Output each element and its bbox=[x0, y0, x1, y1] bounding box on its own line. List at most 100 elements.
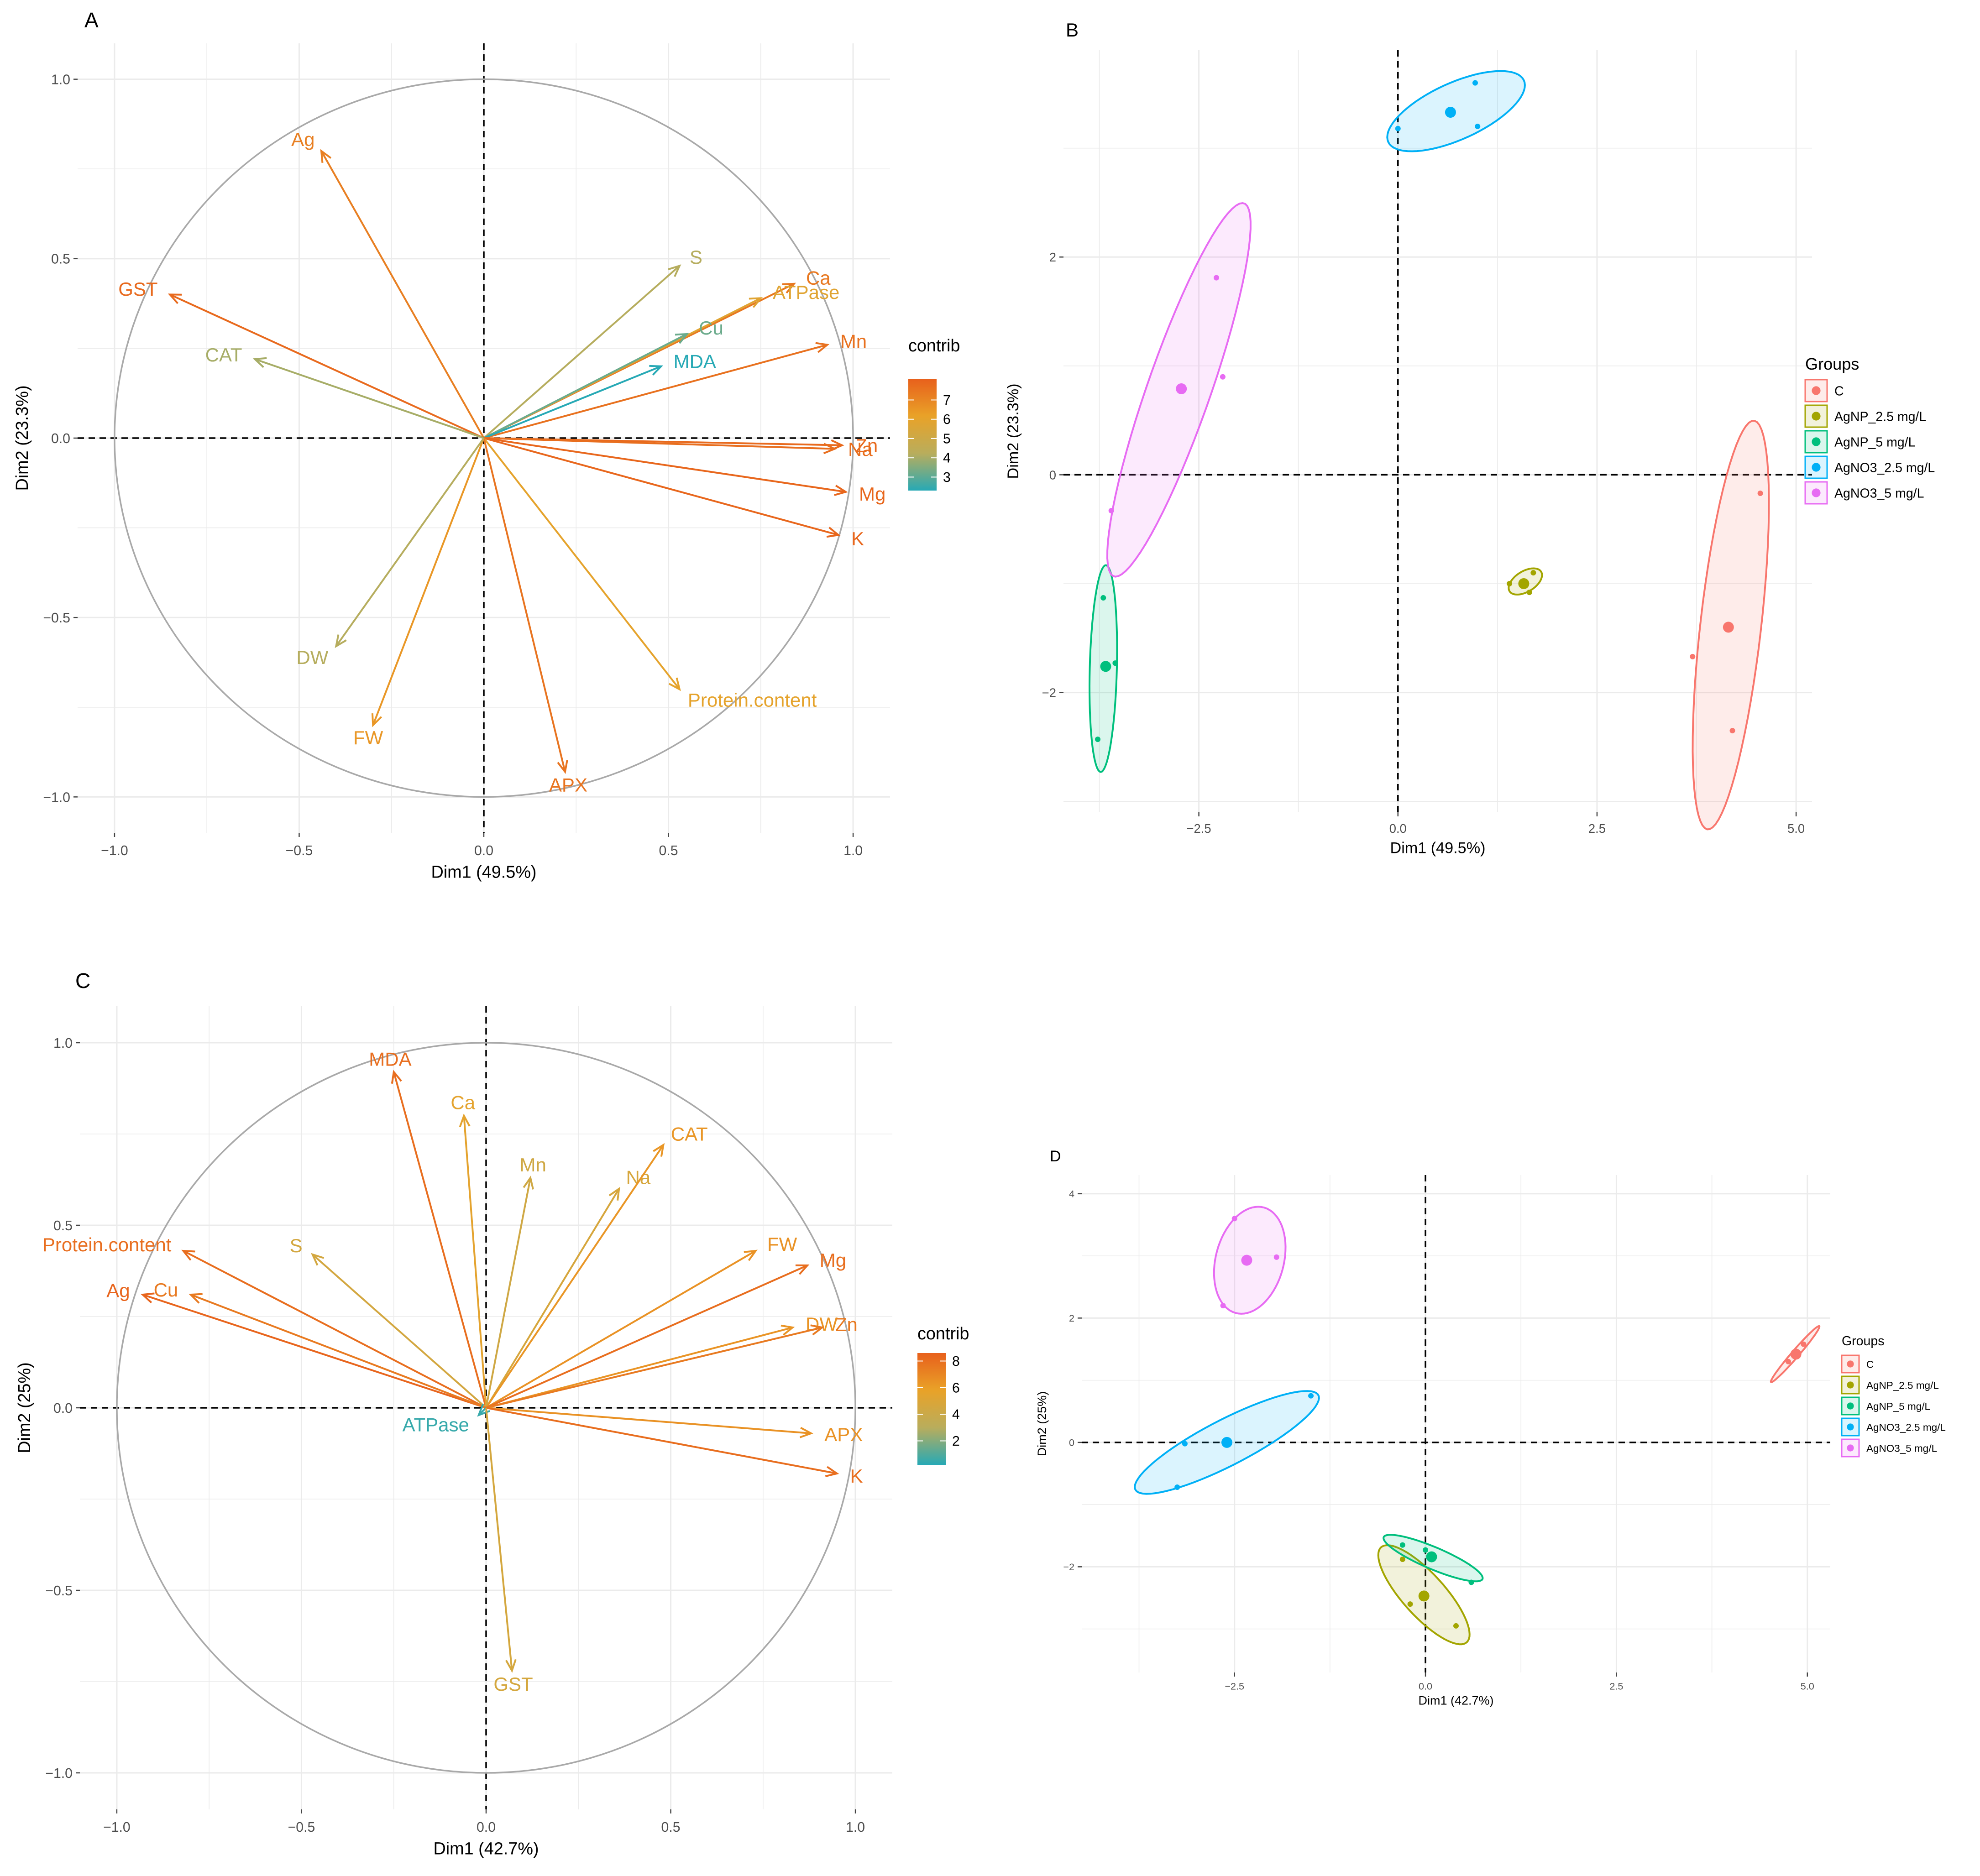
legend-key-dot bbox=[1812, 437, 1821, 446]
y-tick-label: −0.5 bbox=[43, 611, 70, 626]
data-point bbox=[1231, 1216, 1237, 1222]
legend-key-dot bbox=[1847, 1360, 1854, 1368]
arrowhead-cu bbox=[675, 333, 689, 344]
variable-label-s: S bbox=[690, 246, 702, 268]
data-point bbox=[1472, 80, 1478, 86]
variable-arrow-protein-content: Protein.content bbox=[483, 437, 817, 711]
legend-label: AgNO3_5 mg/L bbox=[1866, 1442, 1937, 1454]
x-tick-label: −0.5 bbox=[286, 843, 313, 858]
panel-label: A bbox=[84, 8, 99, 32]
data-point bbox=[1273, 1254, 1279, 1260]
variable-label-mg: Mg bbox=[820, 1249, 846, 1271]
arrow-shaft-mda bbox=[483, 365, 662, 439]
y-tick-label: 1.0 bbox=[51, 73, 70, 88]
legend-key-dot bbox=[1812, 463, 1821, 472]
variable-label-atpase: ATPase bbox=[403, 1414, 469, 1435]
variable-label-cat: CAT bbox=[205, 344, 242, 366]
variable-label-mg: Mg bbox=[859, 483, 885, 505]
legend-key bbox=[1841, 1354, 1860, 1374]
arrow-shaft-mg bbox=[483, 437, 846, 493]
data-point bbox=[1423, 1547, 1429, 1553]
arrow-shaft-s bbox=[312, 1254, 487, 1409]
data-point bbox=[1213, 275, 1219, 281]
group-agno3-2-5-mg-l bbox=[1386, 70, 1526, 152]
legend-key-dot bbox=[1812, 386, 1821, 395]
panel-b-individuals-plot: B −2.5 0.0 2.5 5.0 −2 0 2 Dim1 (49.5%) Dim2 (23.3… bbox=[1005, 19, 1935, 857]
variable-arrow-atpase: ATPase bbox=[403, 1404, 490, 1435]
legend-key-dot bbox=[1847, 1381, 1854, 1389]
variable-arrow-fw: FW bbox=[485, 1233, 797, 1409]
arrowhead-ca bbox=[782, 282, 796, 294]
arrowhead-apx bbox=[799, 1427, 813, 1438]
arrow-shaft-mn bbox=[483, 344, 828, 439]
arrowhead-apx bbox=[557, 760, 568, 774]
group-centroid bbox=[1445, 106, 1456, 118]
arrow-shaft-k bbox=[483, 437, 839, 536]
arrowhead-cu bbox=[189, 1293, 203, 1304]
arrow-shaft-cat bbox=[485, 1144, 665, 1409]
arrow-shaft-na bbox=[485, 1188, 620, 1409]
group-agno3-5-mg-l bbox=[1106, 202, 1252, 578]
y-tick-label: 2 bbox=[1049, 250, 1056, 264]
group-agno3-5-mg-l bbox=[1213, 1206, 1287, 1315]
arrow-shaft-protein-content bbox=[483, 437, 681, 690]
variable-label-fw: FW bbox=[353, 727, 383, 748]
variable-arrow-cat: CAT bbox=[205, 344, 484, 439]
groups-legend: Groups C AgNP_2.5 mg/L AgNP_5 mg/L AgNO3_2.5… bbox=[1841, 1334, 1946, 1458]
variable-label-mn: Mn bbox=[840, 331, 867, 352]
data-point bbox=[1801, 1341, 1807, 1347]
group-centroid bbox=[1100, 661, 1111, 672]
variable-arrow-cu: Cu bbox=[154, 1279, 487, 1409]
arrow-shaft-mg bbox=[486, 1265, 808, 1409]
arrow-shaft-mn bbox=[485, 1177, 532, 1408]
arrow-shaft-ag bbox=[320, 150, 485, 439]
variable-label-cat: CAT bbox=[671, 1123, 708, 1144]
arrowhead-mg bbox=[795, 1264, 810, 1275]
variable-arrow-k: K bbox=[483, 437, 864, 549]
panel-a-variables-biplot: A −1.0 −0.5 0.0 0.5 1.0 −1.0 −0.5 0.0 0.5 1.0 Dim1 … bbox=[13, 8, 960, 882]
variable-label-mn: Mn bbox=[519, 1154, 546, 1176]
legend-title: Groups bbox=[1842, 1334, 1884, 1348]
group-centroid bbox=[1176, 383, 1187, 394]
data-point bbox=[1395, 125, 1401, 131]
legend-colorbar bbox=[917, 1353, 946, 1465]
variable-label-mda: MDA bbox=[369, 1048, 411, 1070]
x-tick-label: 5.0 bbox=[1787, 821, 1805, 836]
legend-tick-label: 5 bbox=[943, 431, 951, 446]
y-tick-label: −2 bbox=[1063, 1561, 1074, 1573]
y-tick-label: −1.0 bbox=[43, 790, 70, 805]
arrowhead-ag bbox=[140, 1292, 155, 1303]
variable-arrow-ca: Ca bbox=[450, 1092, 487, 1408]
legend-title: Groups bbox=[1805, 355, 1859, 373]
variable-arrow-ag: Ag bbox=[106, 1280, 487, 1409]
variable-arrow-cat: CAT bbox=[485, 1123, 708, 1409]
x-tick-label: 0.0 bbox=[474, 843, 493, 858]
data-point bbox=[1507, 581, 1513, 586]
legend-label: AgNO3_5 mg/L bbox=[1834, 486, 1924, 501]
variable-label-gst: GST bbox=[118, 278, 157, 300]
legend-tick-label: 3 bbox=[943, 470, 951, 485]
y-tick-label: 0.5 bbox=[53, 1218, 73, 1233]
y-tick-label: 0.5 bbox=[51, 252, 70, 267]
variable-label-zn: Zn bbox=[855, 435, 878, 456]
arrow-shaft-na bbox=[483, 437, 835, 450]
group-centroid bbox=[1426, 1551, 1437, 1562]
arrow-shaft-s bbox=[483, 265, 681, 439]
arrow-shaft-gst bbox=[169, 293, 484, 439]
variable-label-dw: DW bbox=[296, 647, 328, 668]
x-tick-label: 1.0 bbox=[846, 1820, 865, 1835]
variable-label-na: Na bbox=[848, 439, 873, 460]
x-tick-label: 1.0 bbox=[843, 843, 863, 858]
arrowhead-mda bbox=[391, 1070, 402, 1084]
variable-arrow-na: Na bbox=[483, 437, 873, 460]
contrib-legend: contrib 2 4 6 8 bbox=[917, 1324, 969, 1465]
x-tick-label: −2.5 bbox=[1225, 1681, 1244, 1692]
arrowhead-fw bbox=[744, 1249, 758, 1261]
arrowhead-protein-content bbox=[668, 677, 681, 691]
y-tick-label: 0 bbox=[1069, 1437, 1074, 1448]
variable-arrow-dw: DW bbox=[486, 1313, 838, 1409]
group-centroid bbox=[1241, 1254, 1252, 1266]
arrowhead-mg bbox=[834, 485, 848, 496]
variable-label-ag: Ag bbox=[291, 129, 314, 150]
